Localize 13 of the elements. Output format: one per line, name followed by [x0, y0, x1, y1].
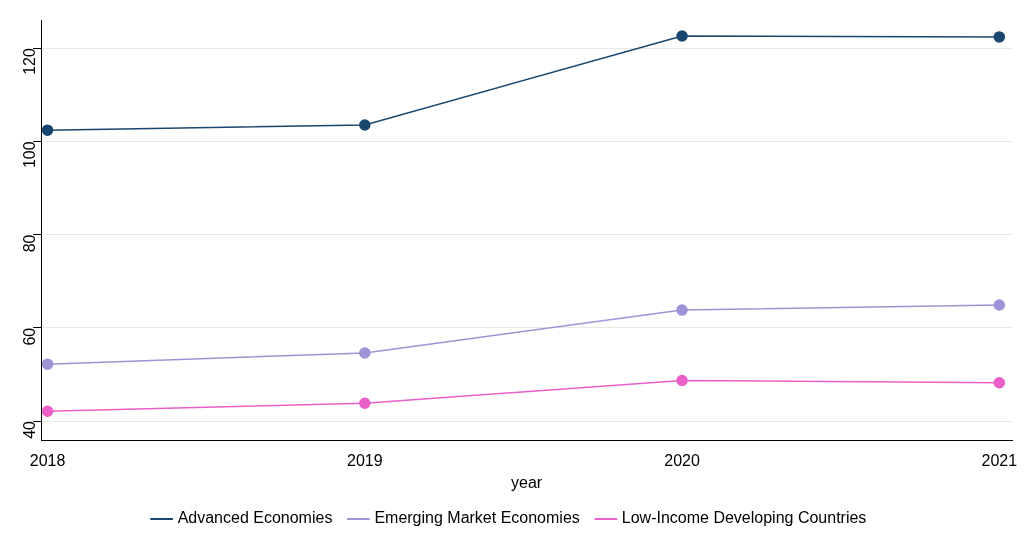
x-tick-label: 2019 [347, 451, 383, 469]
x-tick-label: 2018 [29, 451, 66, 469]
legend-label: Low-Income Developing Countries [621, 509, 867, 527]
x-axis-title: year [511, 473, 543, 491]
y-tick-label: 40 [20, 420, 38, 439]
y-tick-label: 80 [20, 234, 38, 253]
x-tick-label: 2021 [981, 451, 1018, 469]
y-tick-label: 100 [20, 141, 38, 169]
legend-label: Advanced Economies [177, 509, 333, 527]
legend-label: Emerging Market Economies [374, 509, 580, 527]
y-tick-label: 120 [20, 48, 38, 75]
y-tick-label: 60 [20, 327, 38, 346]
x-tick-label: 2020 [664, 451, 700, 469]
